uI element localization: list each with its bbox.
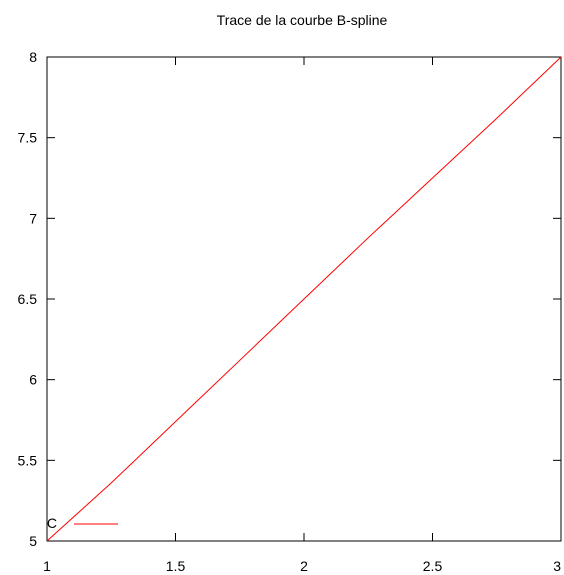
series-line-0 — [46, 56, 562, 542]
y-tick-label: 6 — [29, 372, 37, 388]
y-tick-label: 7 — [29, 210, 37, 226]
y-tick-label: 5.5 — [18, 452, 38, 468]
legend: C — [47, 515, 118, 531]
y-tick-label: 6.5 — [18, 291, 38, 307]
x-tick-label: 2.5 — [423, 558, 443, 574]
y-tick-label: 8 — [29, 49, 37, 65]
series-layer — [46, 56, 562, 542]
y-tick-label: 7.5 — [18, 130, 38, 146]
chart-title: Trace de la courbe B-spline — [217, 12, 388, 28]
x-tick-label: 1.5 — [166, 558, 186, 574]
y-axis: 5 5.5 6 6.5 7 7.5 8 — [18, 49, 561, 549]
x-axis: 1 1.5 2 2.5 3 — [43, 57, 562, 574]
legend-entry-label: C — [47, 515, 57, 531]
x-tick-label: 3 — [553, 558, 561, 574]
y-tick-label: 5 — [29, 533, 37, 549]
x-tick-label: 2 — [300, 558, 308, 574]
x-tick-label: 1 — [43, 558, 51, 574]
